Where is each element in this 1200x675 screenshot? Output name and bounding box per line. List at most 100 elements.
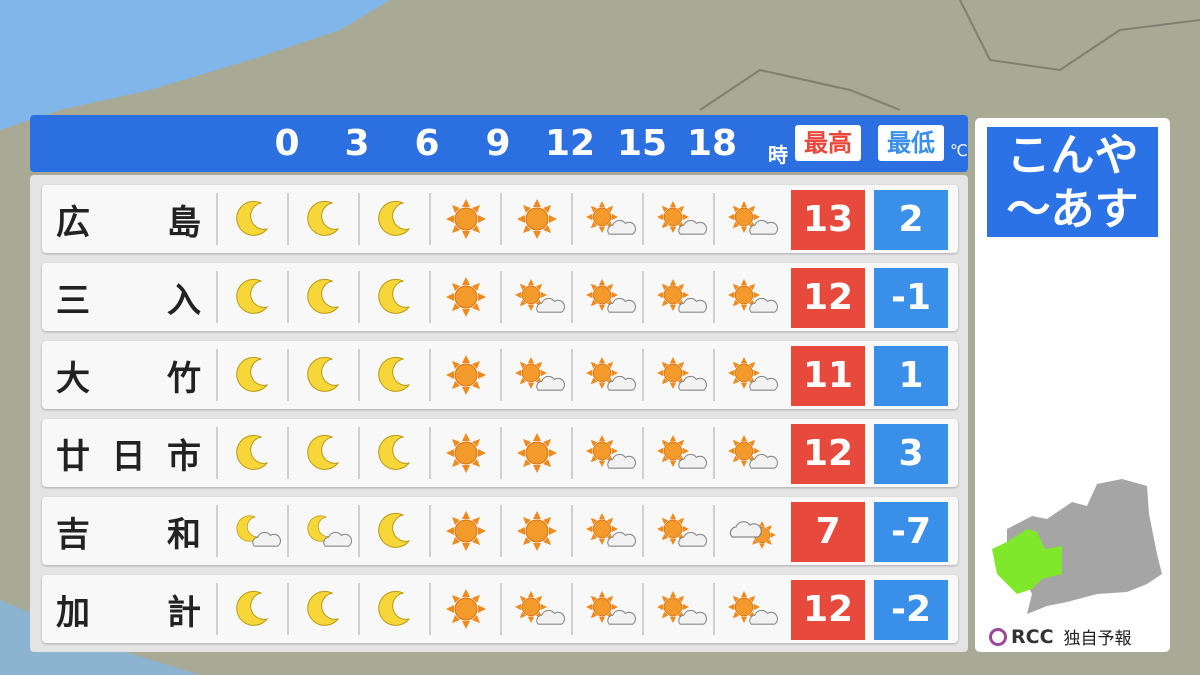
location-name: 三入 (42, 263, 215, 331)
period-title: こんや 〜あす (987, 127, 1158, 237)
location-name: 廿日市 (42, 419, 215, 487)
location-name: 広島 (42, 185, 215, 253)
moon-icon (287, 427, 358, 479)
sun-cloud-icon (500, 349, 571, 401)
sun-cloud-icon (713, 583, 784, 635)
moon-icon (287, 349, 358, 401)
moon-icon (358, 505, 429, 557)
moon-icon (287, 271, 358, 323)
sun-cloud-icon (571, 193, 642, 245)
hour-label: 18 (686, 123, 738, 164)
min-temp: 3 (874, 424, 948, 484)
cloud-sun-icon (713, 505, 784, 557)
title-line: こんや (1006, 130, 1139, 181)
forecast-row: 加計 12 -2 (42, 575, 958, 643)
location-char: 廿 (56, 436, 90, 477)
sun-cloud-icon (571, 427, 642, 479)
sun-cloud-icon (571, 349, 642, 401)
max-temp: 13 (791, 190, 865, 250)
hour-label: 3 (344, 123, 370, 164)
min-temp-label: 最低 (878, 125, 944, 161)
credit-text: 独自予報 (1063, 629, 1132, 649)
location-char: 広 (56, 202, 90, 243)
max-temp-label: 最高 (795, 125, 861, 161)
moon-icon (216, 193, 287, 245)
location-name: 加計 (42, 575, 215, 643)
location-char: 竹 (167, 358, 201, 399)
location-char: 和 (167, 514, 201, 555)
max-temp: 12 (791, 268, 865, 328)
sun-icon (429, 271, 500, 323)
hour-label: 12 (544, 123, 596, 164)
time-header: 0 3 6 9 12 15 18 時 最高 最低 ℃ (30, 115, 968, 172)
max-temp: 11 (791, 346, 865, 406)
sun-icon (429, 349, 500, 401)
sun-cloud-icon (713, 349, 784, 401)
min-temp: 2 (874, 190, 948, 250)
sun-icon (429, 427, 500, 479)
forecast-row: 廿日市 12 3 (42, 419, 958, 487)
moon-icon (358, 271, 429, 323)
moon-icon (216, 349, 287, 401)
location-char: 島 (167, 202, 201, 243)
temp-unit: ℃ (950, 141, 968, 160)
location-char: 市 (167, 436, 201, 477)
min-temp: 1 (874, 346, 948, 406)
location-char: 入 (167, 280, 201, 321)
location-char: 計 (167, 592, 201, 633)
location-char: 日 (111, 436, 146, 477)
logo-text: RCC (1011, 625, 1054, 648)
sun-cloud-icon (571, 583, 642, 635)
sun-cloud-icon (713, 193, 784, 245)
moon-cloud-icon (216, 505, 287, 557)
title-line: 〜あす (1006, 184, 1139, 235)
moon-icon (287, 583, 358, 635)
sun-cloud-icon (571, 271, 642, 323)
sun-cloud-icon (500, 271, 571, 323)
sun-cloud-icon (642, 349, 713, 401)
location-name: 吉和 (42, 497, 215, 565)
max-temp: 7 (791, 502, 865, 562)
sun-cloud-icon (642, 427, 713, 479)
hour-label: 9 (485, 123, 511, 164)
max-temp: 12 (791, 424, 865, 484)
min-temp: -7 (874, 502, 948, 562)
sun-cloud-icon (500, 583, 571, 635)
forecast-row: 広島 13 2 (42, 185, 958, 253)
logo-ring-icon (989, 627, 1007, 646)
sun-cloud-icon (713, 271, 784, 323)
sun-icon (500, 193, 571, 245)
location-char: 三 (56, 280, 90, 321)
moon-icon (358, 193, 429, 245)
sun-icon (500, 505, 571, 557)
min-temp: -2 (874, 580, 948, 640)
region-map (992, 479, 1162, 614)
sun-cloud-icon (642, 271, 713, 323)
max-temp: 12 (791, 580, 865, 640)
forecast-row: 大竹 11 1 (42, 341, 958, 409)
location-name: 大竹 (42, 341, 215, 409)
rcc-logo: RCC 独自予報 (989, 624, 1132, 649)
moon-icon (216, 583, 287, 635)
moon-icon (287, 193, 358, 245)
moon-icon (358, 349, 429, 401)
location-char: 加 (56, 592, 90, 633)
location-char: 大 (56, 358, 90, 399)
sun-icon (500, 427, 571, 479)
forecast-table: 広島 13 2 三入 12 -1 大竹 11 1 廿日市 12 3 吉和 7 -7 加計 12 -2 (30, 175, 968, 652)
sun-cloud-icon (571, 505, 642, 557)
hour-label: 15 (616, 123, 668, 164)
sun-cloud-icon (642, 193, 713, 245)
forecast-row: 三入 12 -1 (42, 263, 958, 331)
forecast-row: 吉和 7 -7 (42, 497, 958, 565)
moon-icon (216, 271, 287, 323)
hour-label: 6 (414, 123, 440, 164)
sun-cloud-icon (713, 427, 784, 479)
hour-unit: 時 (768, 143, 788, 167)
moon-cloud-icon (287, 505, 358, 557)
sun-icon (429, 583, 500, 635)
moon-icon (358, 427, 429, 479)
sun-cloud-icon (642, 583, 713, 635)
sun-icon (429, 505, 500, 557)
side-panel: こんや 〜あす RCC 独自予報 (975, 118, 1170, 652)
